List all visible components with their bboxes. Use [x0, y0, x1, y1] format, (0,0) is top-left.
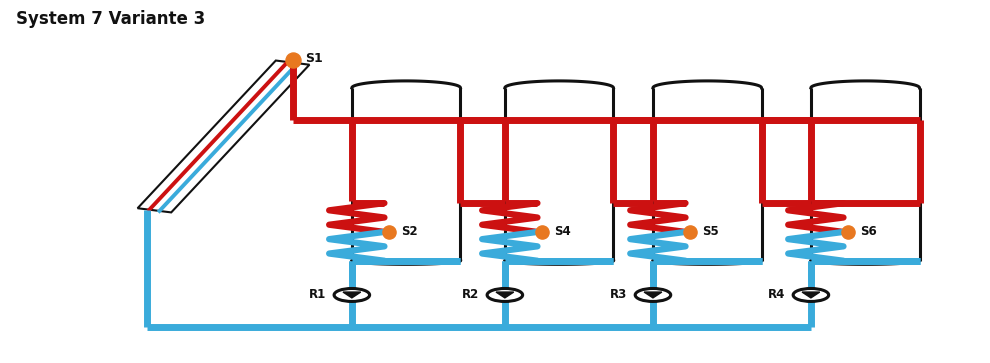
Point: [285, 57, 301, 63]
Point: [381, 229, 397, 235]
Point: [841, 229, 856, 235]
Text: R4: R4: [768, 289, 785, 301]
Text: System 7 Variante 3: System 7 Variante 3: [16, 11, 206, 28]
Text: R1: R1: [309, 289, 326, 301]
Circle shape: [793, 289, 829, 301]
Point: [682, 229, 698, 235]
Circle shape: [334, 289, 369, 301]
Polygon shape: [343, 292, 360, 298]
Text: R2: R2: [462, 289, 479, 301]
Text: S2: S2: [401, 225, 418, 238]
Text: R3: R3: [610, 289, 628, 301]
Polygon shape: [802, 292, 820, 298]
Text: S1: S1: [306, 52, 323, 65]
Circle shape: [487, 289, 523, 301]
Polygon shape: [138, 61, 310, 212]
Point: [535, 229, 550, 235]
Polygon shape: [496, 292, 514, 298]
Text: S6: S6: [860, 225, 877, 238]
Polygon shape: [644, 292, 662, 298]
Text: S4: S4: [554, 225, 571, 238]
Text: S5: S5: [702, 225, 719, 238]
Circle shape: [636, 289, 671, 301]
